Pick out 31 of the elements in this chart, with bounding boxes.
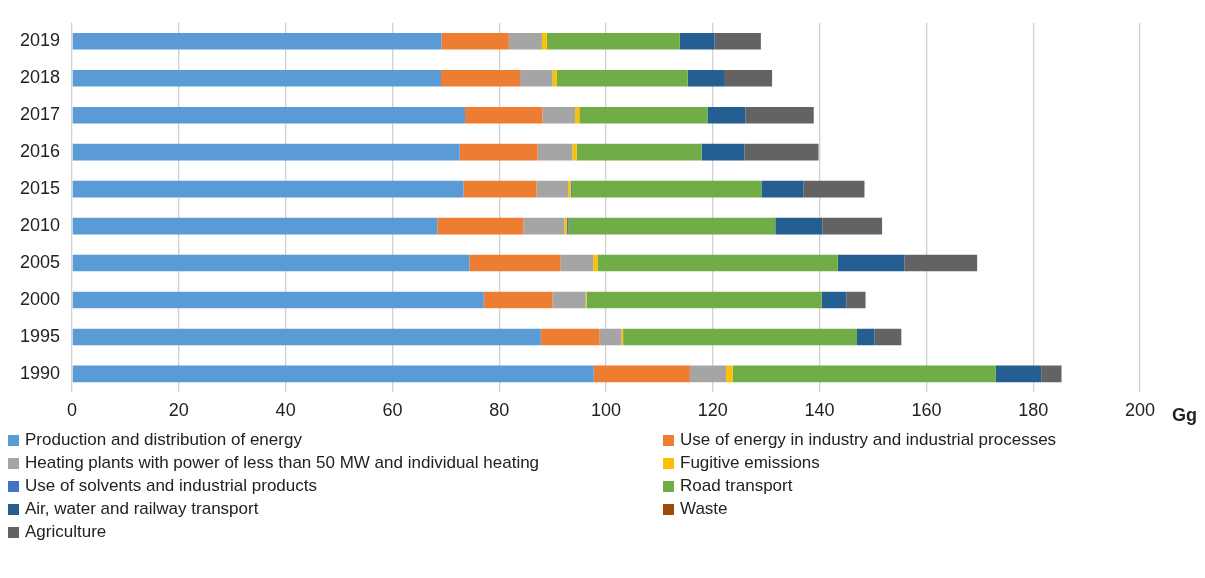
x-tick-label: 20 [168, 400, 189, 421]
y-tick-label: 2019 [20, 30, 61, 51]
y-tick-label: 2005 [20, 252, 61, 273]
x-tick-label: 160 [911, 400, 942, 421]
legend-label: Agriculture [25, 522, 107, 542]
y-tick-label: 2016 [20, 141, 61, 162]
x-tick-label: 200 [1124, 400, 1156, 421]
x-tick-label: 80 [489, 400, 510, 421]
y-tick-label: 2017 [20, 104, 61, 125]
legend-label: Road transport [680, 476, 793, 496]
y-tick-label: 2015 [20, 178, 61, 199]
legend-label: Use of solvents and industrial products [25, 476, 317, 496]
y-tick-label: 2018 [20, 67, 61, 88]
x-tick-label: 0 [67, 400, 78, 421]
x-tick-label: 140 [804, 400, 835, 421]
x-tick-label: 60 [382, 400, 403, 421]
x-tick-label: 180 [1018, 400, 1049, 421]
x-tick-label: 40 [275, 400, 296, 421]
legend-label: Air, water and railway transport [25, 499, 259, 519]
x-tick-label: 120 [697, 400, 728, 421]
x-axis-title: Gg [1172, 405, 1197, 426]
legend-label: Production and distribution of energy [25, 430, 302, 450]
legend-label: Heating plants with power of less than 50 MW and individual heating [25, 453, 540, 473]
legend-label: Waste [680, 499, 728, 519]
y-tick-label: 1995 [20, 325, 61, 346]
legend-label: Fugitive emissions [680, 453, 820, 473]
legend-label: Use of energy in industry and industrial processes [680, 430, 1057, 450]
y-tick-label: 2000 [20, 288, 61, 309]
x-tick-label: 100 [591, 400, 622, 421]
y-tick-label: 1990 [20, 362, 61, 383]
y-tick-label: 2010 [20, 215, 61, 236]
